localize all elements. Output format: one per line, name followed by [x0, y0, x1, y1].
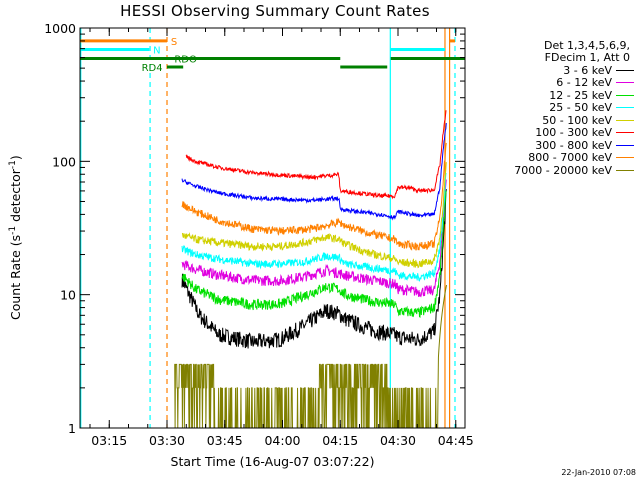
legend-label: 7000 - 20000 keV — [514, 163, 612, 177]
legend-label: 300 - 800 keV — [535, 138, 612, 152]
y-tick-label-2: 10 — [60, 288, 76, 303]
y-axis-label: Count Rate (s-1 detector-1) — [8, 155, 24, 320]
legend-header-line-2: FDecim 1, Att 0 — [544, 51, 630, 64]
x-tick-label-5: 04:15 — [322, 433, 358, 448]
legend-entry-7: 300 - 800 keV — [486, 139, 634, 152]
legend-entry-9: 7000 - 20000 keV — [486, 164, 634, 177]
legend-swatch — [616, 94, 634, 96]
timestamp: 22-Jan-2010 07:08 — [561, 468, 636, 477]
chart-title: HESSI Observing Summary Count Rates — [120, 2, 430, 20]
legend-swatch — [616, 119, 634, 121]
x-tick-label-1: 03:15 — [91, 433, 127, 448]
legend-label: 3 - 6 keV — [563, 63, 612, 77]
x-tick-label-3: 03:45 — [207, 433, 243, 448]
legend-label: 12 - 25 keV — [549, 88, 612, 102]
series-line-8 — [181, 142, 447, 251]
legend-label: 6 - 12 keV — [556, 76, 612, 90]
legend-swatch — [616, 144, 634, 146]
legend: Det 1,3,4,5,6,9, FDecim 1, Att 0 3 - 6 k… — [486, 40, 634, 177]
x-tick-label-7: 04:45 — [438, 433, 474, 448]
series-line-2 — [181, 179, 447, 298]
state-label-n: N — [153, 45, 160, 56]
series-line-9 — [174, 284, 448, 429]
legend-label: 100 - 300 keV — [535, 126, 612, 140]
legend-swatch — [616, 132, 634, 134]
series-line-4 — [181, 172, 447, 282]
legend-entry-4: 25 - 50 keV — [486, 101, 634, 115]
series-line-7 — [181, 122, 447, 221]
legend-entry-2: 6 - 12 keV — [486, 76, 634, 90]
series-line-3 — [181, 190, 447, 318]
x-tick-label-6: 04:30 — [380, 433, 416, 448]
legend-entry-3: 12 - 25 keV — [486, 89, 634, 102]
legend-label: 800 - 7000 keV — [528, 151, 612, 165]
state-label-rdo: RDO — [174, 55, 197, 66]
series-line-1 — [181, 189, 447, 349]
legend-header-line-1: Det 1,3,4,5,6,9, — [543, 39, 630, 52]
state-label-s: S — [171, 37, 177, 48]
state-label-rd4: RD4 — [142, 63, 163, 74]
y-tick-label-1: 1 — [68, 421, 76, 436]
legend-swatch — [616, 69, 634, 71]
x-tick-label-2: 03:30 — [149, 433, 185, 448]
legend-label: 25 - 50 keV — [549, 101, 612, 115]
plot-frame — [79, 27, 466, 429]
legend-swatch — [616, 82, 634, 84]
x-axis-label: Start Time (16-Aug-07 03:07:22) — [170, 454, 375, 469]
legend-entry-5: 50 - 100 keV — [486, 114, 634, 127]
legend-entry-6: 100 - 300 keV — [486, 126, 634, 140]
series-line-6 — [185, 110, 447, 200]
y-tick-label-3: 100 — [52, 154, 76, 169]
legend-swatch — [616, 157, 634, 159]
series-line-5 — [181, 162, 447, 269]
legend-label: 50 - 100 keV — [542, 113, 612, 127]
legend-swatch — [616, 169, 634, 171]
y-tick-label-4: 1000 — [44, 21, 76, 36]
x-tick-label-4: 04:00 — [264, 433, 300, 448]
legend-swatch — [616, 107, 634, 109]
legend-entry-8: 800 - 7000 keV — [486, 151, 634, 165]
legend-entry-1: 3 - 6 keV — [486, 64, 634, 77]
